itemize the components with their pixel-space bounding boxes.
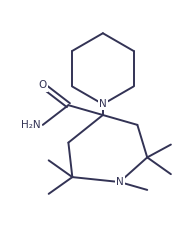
Text: O: O xyxy=(39,80,47,90)
Text: N: N xyxy=(116,177,124,187)
Text: H₂N: H₂N xyxy=(21,120,41,130)
Text: N: N xyxy=(99,99,107,109)
